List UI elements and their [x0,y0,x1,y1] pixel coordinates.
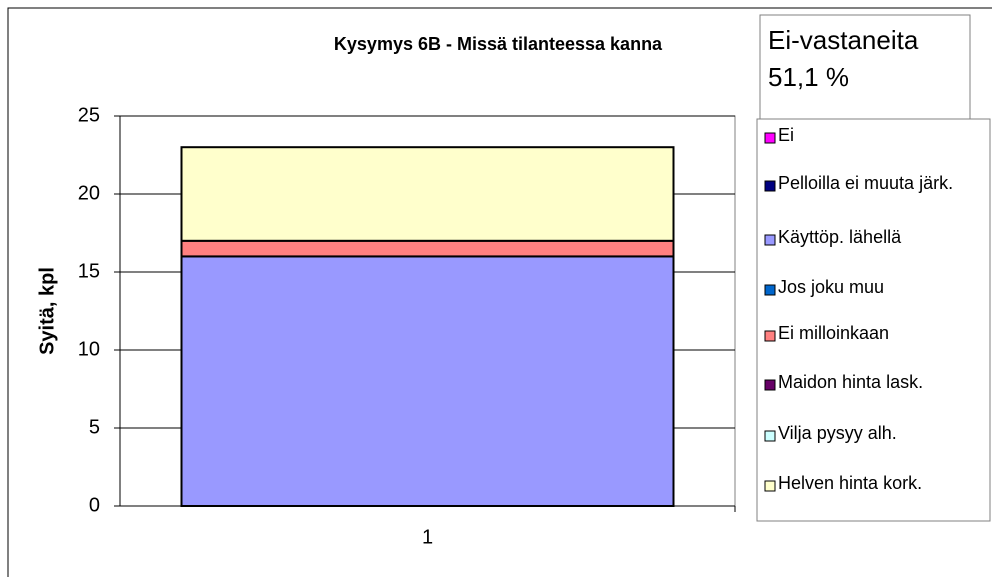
legend-swatch [764,132,776,144]
y-tick-label: 5 [89,416,100,438]
legend-item: Helven hinta kork. [778,474,923,493]
x-tick-label: 1 [422,526,433,548]
legend-item: Käyttöp. lähellä [778,228,902,247]
legend-box [756,118,991,522]
bar-segment [180,239,675,258]
legend-label: Vilja pysyy alh. [778,424,897,443]
y-tick-label: 10 [78,338,100,360]
annotation-box [759,14,971,120]
legend-swatch [764,180,776,192]
legend-label: Jos joku muu [778,278,885,297]
legend-item: Ei [778,126,795,145]
y-tick-label: 15 [78,260,100,282]
legend-item: Pelloilla ei muuta järk. [778,174,954,193]
legend-swatch [764,379,776,391]
y-axis-label: Syitä, kpl [36,267,58,355]
legend-label: Pelloilla ei muuta järk. [778,174,954,193]
bar-segment [180,146,675,242]
legend-swatch [764,480,776,492]
legend-label: Käyttöp. lähellä [778,228,902,247]
legend-swatch [764,234,776,246]
legend-item: Jos joku muu [778,278,885,297]
legend-label: Ei milloinkaan [778,324,890,343]
legend-label: Helven hinta kork. [778,474,923,493]
y-tick-label: 20 [78,182,100,204]
bar-segment [180,255,675,507]
annotation-text: Ei-vastaneita 51,1 % [768,25,919,92]
legend-item: Vilja pysyy alh. [778,424,897,443]
legend-swatch [764,330,776,342]
legend-label: Ei [778,126,795,145]
y-tick-label: 25 [78,104,100,126]
legend-item: Ei milloinkaan [778,324,890,343]
y-tick-label: 0 [89,494,100,516]
legend-item: Maidon hinta lask. [778,373,924,392]
chart-title: Kysymys 6B - Missä tilanteessa kanna [334,34,663,54]
legend-swatch [764,430,776,442]
legend-swatch [764,284,776,296]
annotation: Ei-vastaneita 51,1 % [768,25,919,92]
legend-label: Maidon hinta lask. [778,373,924,392]
